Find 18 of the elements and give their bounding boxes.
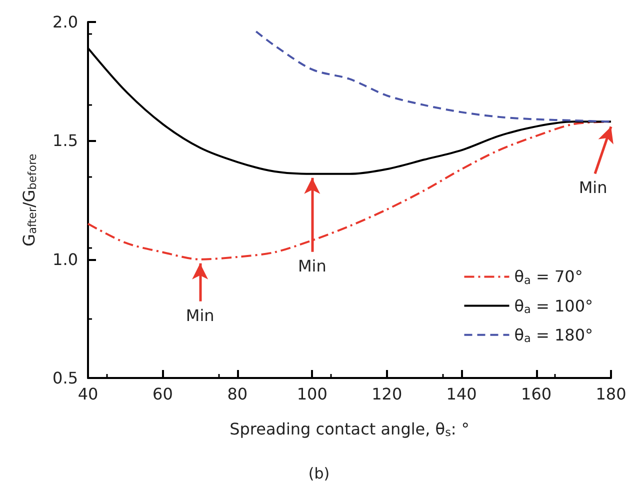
x-tick-label: 60 [152,384,173,404]
x-tick-label: 100 [296,384,328,404]
annotation: Min [186,306,214,325]
x-tick-label: 40 [78,384,98,404]
x-tick-label: 120 [372,384,402,404]
x-tick-label: 180 [596,384,626,404]
text: (b) [308,464,330,482]
annotation: Min [298,256,326,276]
y-tick-label: 1.5 [52,131,78,150]
y-axis-title: Gafter/Gbefore [19,154,39,246]
y-tick-label: 0.5 [52,368,78,388]
x-tick-label: 80 [227,384,248,404]
y-tick-label: 2.0 [52,12,78,32]
y-tick-label: 1.0 [52,250,78,269]
annotation: Min [578,178,608,197]
x-tick-label: 140 [446,384,477,404]
x-tick-label: 160 [521,384,552,404]
line-series [255,30,612,123]
